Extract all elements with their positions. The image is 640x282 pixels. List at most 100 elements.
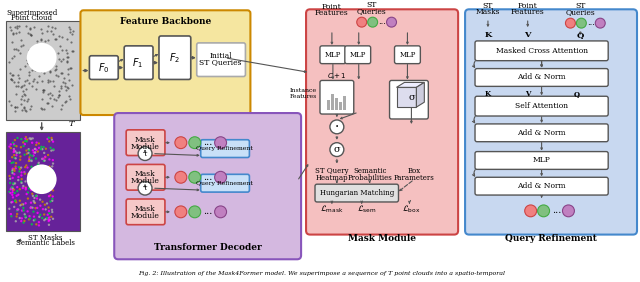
Point xyxy=(38,88,48,92)
Point xyxy=(19,208,29,213)
Point xyxy=(6,186,17,190)
Point xyxy=(37,97,47,102)
Point xyxy=(26,174,36,179)
FancyBboxPatch shape xyxy=(345,46,371,64)
Text: MLP: MLP xyxy=(324,51,341,59)
Point xyxy=(15,150,25,155)
Point xyxy=(9,47,19,51)
Point xyxy=(66,40,76,44)
Point xyxy=(30,217,40,222)
Point xyxy=(58,56,68,61)
FancyBboxPatch shape xyxy=(475,41,608,61)
Point xyxy=(44,215,54,220)
Point xyxy=(18,89,28,93)
Point xyxy=(42,188,52,192)
Point xyxy=(16,145,26,149)
Point xyxy=(13,80,24,85)
Point xyxy=(8,168,18,173)
Point xyxy=(19,105,29,109)
Point xyxy=(39,218,49,222)
Point xyxy=(22,61,33,65)
Circle shape xyxy=(189,137,201,149)
Circle shape xyxy=(577,18,586,28)
Text: Query Refinement: Query Refinement xyxy=(505,234,597,243)
Point xyxy=(15,154,26,159)
Point xyxy=(46,148,56,153)
Point xyxy=(30,201,40,205)
Point xyxy=(36,147,46,151)
Point xyxy=(37,183,47,187)
Point xyxy=(29,218,39,222)
Point xyxy=(38,188,49,192)
Point xyxy=(56,102,67,107)
Point xyxy=(17,93,27,98)
Point xyxy=(48,217,58,221)
Point xyxy=(10,198,20,203)
Point xyxy=(46,188,56,192)
Point xyxy=(10,138,20,142)
Point xyxy=(4,98,14,103)
Point xyxy=(31,172,42,177)
Point xyxy=(25,31,35,36)
Point xyxy=(29,171,40,176)
Point xyxy=(8,195,18,200)
Point xyxy=(64,94,74,98)
Point xyxy=(35,213,45,217)
Point xyxy=(48,161,58,166)
FancyBboxPatch shape xyxy=(475,124,608,142)
Text: K: K xyxy=(484,31,492,39)
Text: ...: ... xyxy=(203,173,212,182)
Point xyxy=(25,216,35,221)
Bar xyxy=(397,87,417,107)
Point xyxy=(22,77,32,82)
Point xyxy=(19,97,29,102)
Point xyxy=(48,158,58,162)
Point xyxy=(60,99,70,104)
Point xyxy=(20,171,30,176)
Point xyxy=(22,165,33,170)
Point xyxy=(15,199,25,203)
Point xyxy=(27,84,37,88)
Point xyxy=(31,79,42,84)
Text: Fig. 2: Illustration of the Mask4Former model. We superimpose a sequence of T po: Fig. 2: Illustration of the Mask4Former … xyxy=(138,271,506,276)
Point xyxy=(30,68,40,72)
Point xyxy=(5,77,15,81)
Point xyxy=(8,79,19,84)
Point xyxy=(48,139,58,144)
Bar xyxy=(343,96,346,110)
Point xyxy=(18,186,28,190)
Point xyxy=(24,47,34,52)
Point xyxy=(18,202,28,207)
Point xyxy=(12,25,22,30)
Point xyxy=(17,83,27,88)
Point xyxy=(7,169,17,174)
Circle shape xyxy=(330,120,344,134)
FancyBboxPatch shape xyxy=(81,10,250,115)
Point xyxy=(27,222,37,226)
Point xyxy=(19,219,29,223)
Point xyxy=(10,199,20,203)
Point xyxy=(27,191,37,196)
Point xyxy=(13,207,23,212)
Point xyxy=(17,181,27,185)
Point xyxy=(28,154,38,158)
Point xyxy=(7,78,17,82)
Text: $C+1$: $C+1$ xyxy=(327,71,346,80)
Point xyxy=(49,37,60,41)
FancyBboxPatch shape xyxy=(201,174,250,192)
Point xyxy=(19,106,29,110)
Point xyxy=(11,30,21,35)
Text: Semantic Labels: Semantic Labels xyxy=(16,239,75,248)
Point xyxy=(28,148,38,153)
Point xyxy=(25,153,35,157)
Point xyxy=(26,205,36,210)
Point xyxy=(28,136,38,141)
Point xyxy=(24,51,34,56)
Point xyxy=(8,31,18,36)
Point xyxy=(38,207,48,212)
Text: Transformer Decoder: Transformer Decoder xyxy=(154,243,262,252)
Point xyxy=(8,54,19,59)
Point xyxy=(10,164,20,169)
Text: Box: Box xyxy=(408,167,421,175)
Point xyxy=(26,188,36,192)
